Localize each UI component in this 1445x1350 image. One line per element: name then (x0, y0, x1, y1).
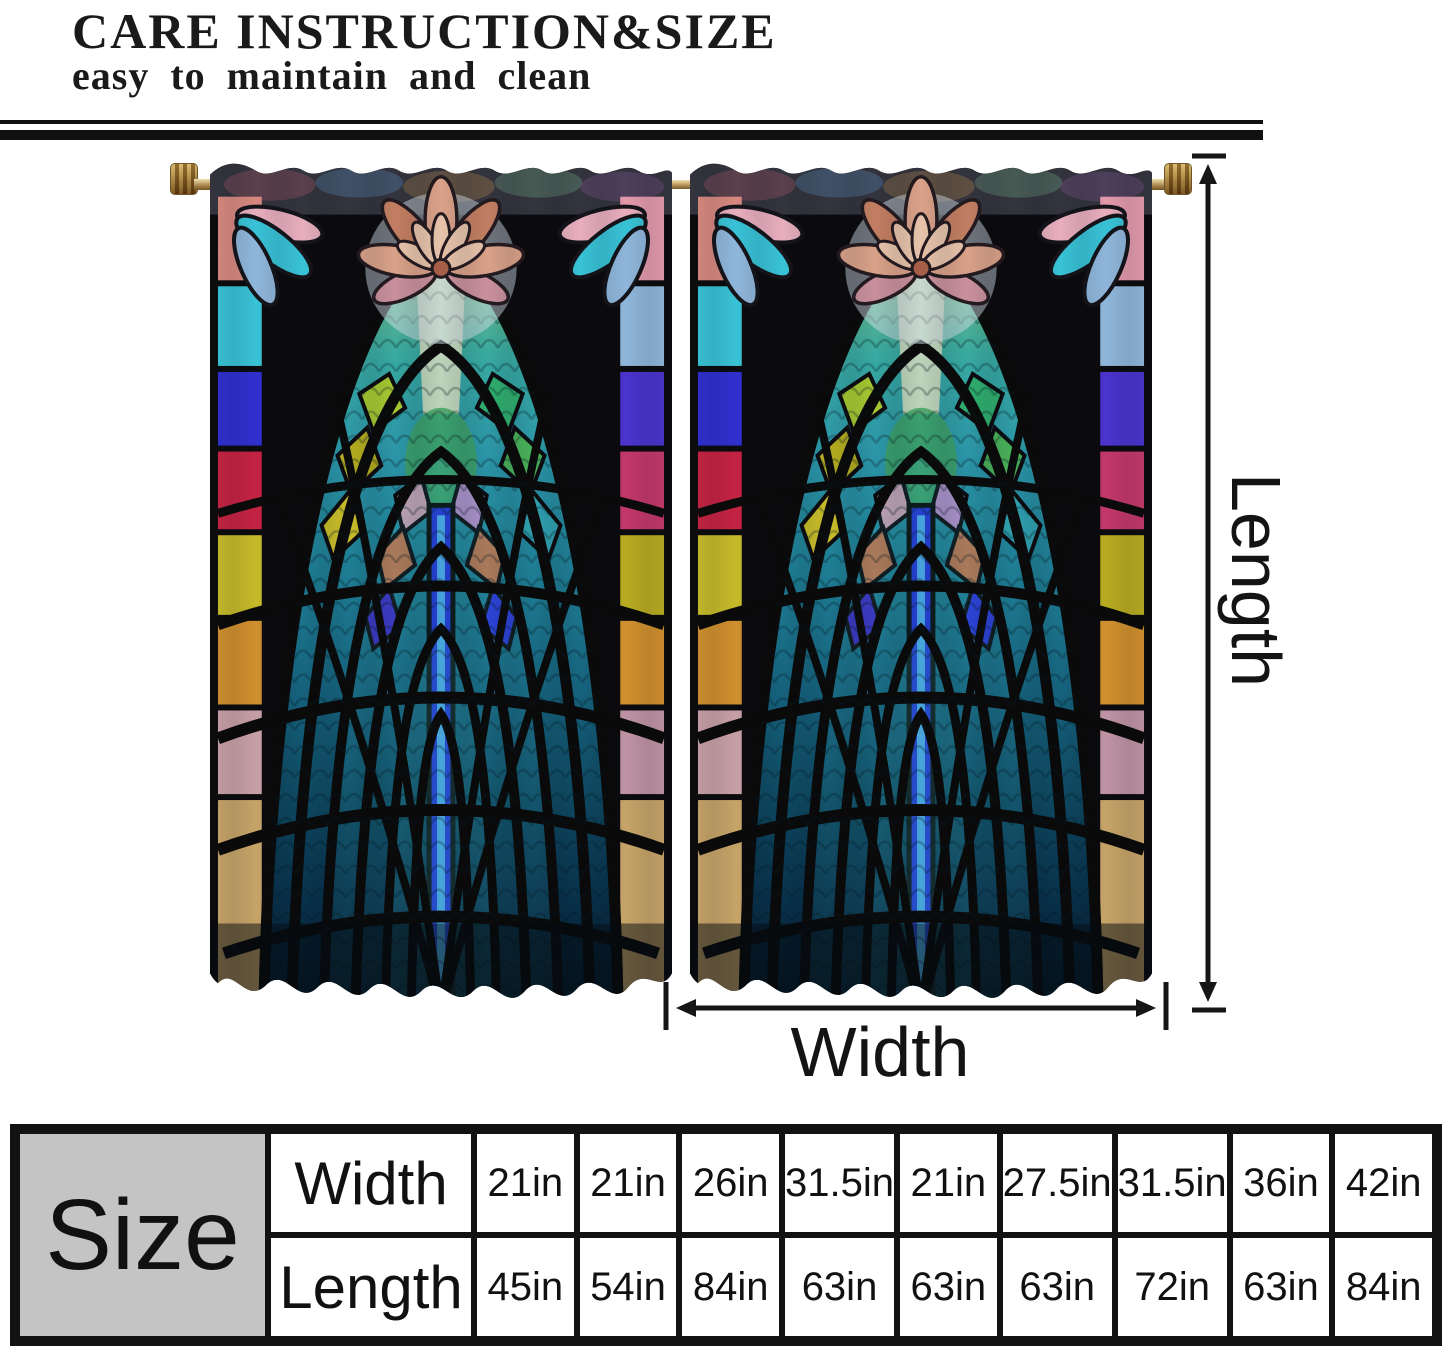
curtain-panel-right (690, 156, 1152, 1012)
page-title: CARE INSTRUCTION&SIZE (72, 3, 777, 59)
length-value-cell: 63in (897, 1235, 1000, 1339)
rod-finial-left-shaft (194, 179, 214, 190)
divider-rule-thick (0, 130, 1263, 140)
width-value-cell: 21in (474, 1131, 577, 1235)
divider-rule-thin (0, 120, 1263, 124)
length-measure-arrow (1192, 153, 1226, 1013)
curtain-rod (198, 180, 1162, 189)
width-value-cell: 21in (576, 1131, 680, 1235)
length-value-cell: 63in (782, 1235, 897, 1339)
size-corner-cell: Size (17, 1131, 268, 1339)
page-subtitle: easy to maintain and clean (72, 53, 592, 98)
rod-finial-right-shaft (1146, 179, 1166, 190)
width-value-cell: 26in (679, 1131, 783, 1235)
length-value-cell: 45in (474, 1235, 577, 1339)
length-value-cell: 54in (576, 1235, 680, 1339)
length-value-cell: 63in (1229, 1235, 1333, 1339)
width-value-cell: 31.5in (1114, 1131, 1230, 1235)
width-value-cell: 42in (1332, 1131, 1435, 1235)
length-value-cell: 84in (1332, 1235, 1435, 1339)
width-measure-label: Width (790, 1013, 970, 1091)
curtain-panel-left (210, 156, 672, 1012)
width-value-cell: 31.5in (782, 1131, 897, 1235)
rod-finial-left (170, 163, 198, 195)
width-value-cell: 36in (1229, 1131, 1333, 1235)
width-value-cell: 27.5in (999, 1131, 1115, 1235)
width-value-cell: 21in (897, 1131, 1000, 1235)
width-row-label: Width (268, 1131, 474, 1235)
length-row-label: Length (268, 1235, 474, 1339)
length-value-cell: 63in (999, 1235, 1115, 1339)
length-value-cell: 84in (679, 1235, 783, 1339)
rod-finial-right (1164, 163, 1192, 195)
length-measure-label: Length (1217, 472, 1295, 688)
length-value-cell: 72in (1114, 1235, 1230, 1339)
size-table: Size Width 21in 21in 26in 31.5in 21in 27… (10, 1124, 1442, 1346)
width-measure-arrow (663, 982, 1169, 1030)
